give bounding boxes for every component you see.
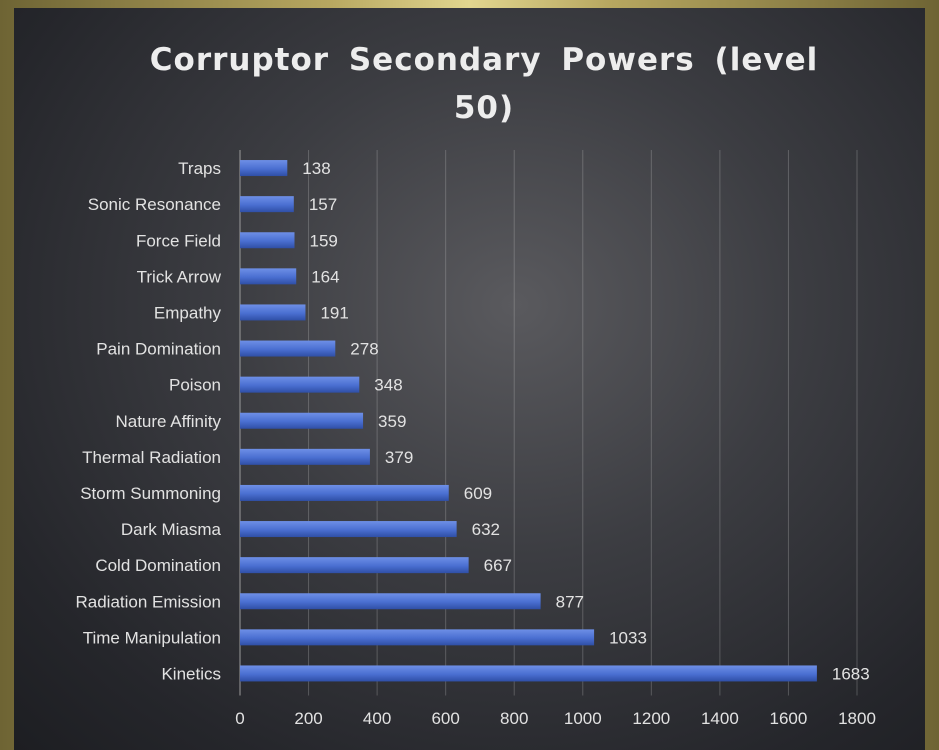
x-tick-label: 0 <box>235 709 244 728</box>
bar-kinetics <box>240 665 817 682</box>
value-label: 138 <box>302 159 330 178</box>
category-label: Kinetics <box>161 664 221 683</box>
bar-dark-miasma <box>240 521 457 538</box>
category-label: Empathy <box>154 303 222 322</box>
bar-radiation-emission <box>240 593 541 610</box>
category-label: Traps <box>178 159 221 178</box>
bar-storm-summoning <box>240 484 449 501</box>
value-label: 1033 <box>609 628 647 647</box>
category-label: Time Manipulation <box>83 628 221 647</box>
value-label: 164 <box>311 267 339 286</box>
x-tick-label: 1600 <box>770 709 808 728</box>
x-tick-label: 400 <box>363 709 391 728</box>
category-label: Sonic Resonance <box>88 195 221 214</box>
value-label: 379 <box>385 448 413 467</box>
category-label: Thermal Radiation <box>82 448 221 467</box>
labels: 0 200 400 600 800 1000 1200 1400 1600 1800 Traps 13… <box>75 159 875 728</box>
bar-empathy <box>240 304 306 321</box>
x-tick-label: 1400 <box>701 709 739 728</box>
value-label: 877 <box>556 592 584 611</box>
bar-force-field <box>240 232 295 249</box>
value-label: 191 <box>320 303 348 322</box>
bar-nature-affinity <box>240 412 364 429</box>
bar-thermal-radiation <box>240 448 370 465</box>
category-label: Radiation Emission <box>75 592 221 611</box>
value-label: 1683 <box>832 664 870 683</box>
category-label: Trick Arrow <box>137 267 222 286</box>
category-label: Force Field <box>136 231 221 250</box>
value-label: 667 <box>484 556 512 575</box>
x-tick-label: 200 <box>294 709 322 728</box>
x-tick-label: 1200 <box>632 709 670 728</box>
bar-cold-domination <box>240 557 469 574</box>
value-label: 359 <box>378 412 406 431</box>
value-label: 278 <box>350 340 378 359</box>
bars <box>240 160 817 682</box>
chart-panel: Corruptor Secondary Powers (level 50) <box>14 8 925 750</box>
category-label: Cold Domination <box>95 556 221 575</box>
x-tick-label: 600 <box>431 709 459 728</box>
bar-poison <box>240 376 360 393</box>
x-tick-label: 1800 <box>838 709 876 728</box>
category-label: Pain Domination <box>96 340 221 359</box>
value-label: 348 <box>374 376 402 395</box>
bar-trick-arrow <box>240 268 297 285</box>
x-tick-label: 1000 <box>564 709 602 728</box>
category-label: Storm Summoning <box>80 484 221 503</box>
value-label: 632 <box>472 520 500 539</box>
category-label: Dark Miasma <box>121 520 222 539</box>
bar-time-manipulation <box>240 629 595 646</box>
value-label: 609 <box>464 484 492 503</box>
value-label: 159 <box>310 231 338 250</box>
value-label: 157 <box>309 195 337 214</box>
bar-traps <box>240 160 288 177</box>
bar-sonic-resonance <box>240 196 294 213</box>
chart-title: Corruptor Secondary Powers (level 50) <box>149 42 819 126</box>
category-label: Poison <box>169 376 221 395</box>
category-label: Nature Affinity <box>115 412 221 431</box>
bar-pain-domination <box>240 340 336 357</box>
x-tick-label: 800 <box>500 709 528 728</box>
